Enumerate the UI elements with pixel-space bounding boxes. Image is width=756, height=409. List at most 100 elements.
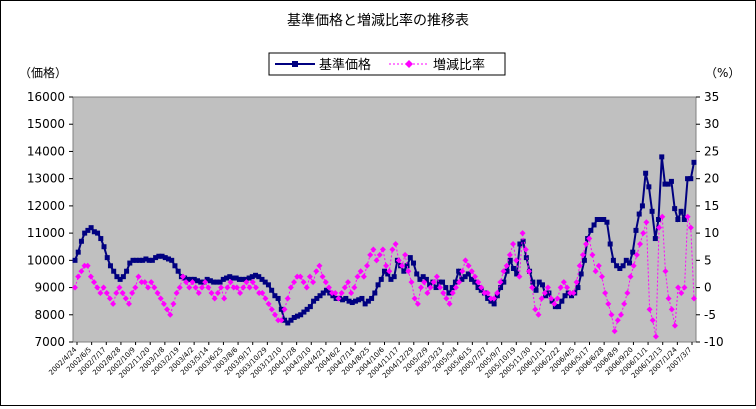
ratio-point xyxy=(516,273,523,280)
price-point xyxy=(514,271,520,277)
ratio-point xyxy=(338,290,345,296)
price-point xyxy=(127,260,133,266)
ratio-point xyxy=(351,284,358,291)
price-point xyxy=(95,230,101,236)
ratio-point xyxy=(284,295,291,302)
price-point xyxy=(282,317,288,323)
price-point xyxy=(369,295,375,301)
ratio-point xyxy=(240,284,247,291)
price-point xyxy=(391,274,397,280)
ratio-point xyxy=(141,279,148,286)
ratio-point xyxy=(72,284,78,291)
price-point xyxy=(330,293,336,299)
ratio-point xyxy=(316,262,323,269)
ratio-point xyxy=(611,328,618,335)
ratio-point xyxy=(427,284,434,291)
price-point xyxy=(459,276,465,282)
price-point xyxy=(411,260,417,266)
ratio-point xyxy=(630,262,637,269)
ratio-point xyxy=(281,306,288,313)
y-tick-label: 14000 xyxy=(27,144,65,158)
price-point xyxy=(75,249,81,255)
y-tick-label: 10000 xyxy=(27,253,65,267)
ratio-point xyxy=(484,290,491,296)
price-point xyxy=(456,268,462,274)
ratio-point xyxy=(595,262,602,269)
ratio-point xyxy=(608,311,615,318)
price-point xyxy=(211,279,217,285)
price-point xyxy=(275,295,281,301)
ratio-point xyxy=(671,322,678,329)
price-point xyxy=(539,282,545,288)
price-point xyxy=(82,230,88,236)
ratio-point xyxy=(262,295,269,302)
ratio-point xyxy=(81,262,88,269)
ratio-point xyxy=(662,268,669,275)
ratio-point xyxy=(167,311,174,318)
ratio-point xyxy=(573,279,580,286)
ratio-point xyxy=(471,273,478,280)
ratio-point xyxy=(646,306,653,313)
price-point xyxy=(343,295,349,301)
price-point xyxy=(475,285,481,291)
ratio-point xyxy=(691,295,697,302)
ratio-point xyxy=(268,306,275,313)
ratio-point xyxy=(675,284,682,291)
price-point xyxy=(568,293,574,299)
ratio-point xyxy=(125,300,132,307)
price-point xyxy=(520,238,526,244)
price-point xyxy=(291,315,297,320)
price-point xyxy=(623,257,629,263)
price-point xyxy=(301,309,307,315)
ratio-point xyxy=(294,273,301,280)
ratio-point xyxy=(418,284,425,291)
ratio-point xyxy=(291,279,298,286)
ratio-point xyxy=(687,224,694,231)
ratio-point xyxy=(303,284,310,291)
price-point xyxy=(169,257,175,263)
y2-axis-label: （%） xyxy=(705,66,740,80)
ratio-point xyxy=(300,279,307,286)
ratio-point xyxy=(421,279,428,286)
series-layer xyxy=(72,154,697,340)
price-point xyxy=(643,170,649,176)
price-point xyxy=(440,279,446,285)
price-point xyxy=(378,276,384,282)
ratio-point xyxy=(233,284,240,291)
ratio-point xyxy=(640,230,647,237)
ratio-point xyxy=(398,262,405,269)
ratio-point xyxy=(567,290,574,296)
ratio-point xyxy=(652,333,659,340)
price-point xyxy=(165,256,171,262)
ratio-point xyxy=(246,284,253,291)
ratio-point xyxy=(668,306,675,313)
y2-tick-label: -10 xyxy=(704,335,724,349)
ratio-point xyxy=(627,273,634,280)
price-point xyxy=(588,227,594,233)
y2-tick-label: 25 xyxy=(704,144,719,158)
ratio-point xyxy=(287,284,294,291)
ratio-point xyxy=(525,268,532,275)
ratio-point xyxy=(360,273,367,280)
ratio-point xyxy=(491,295,498,302)
price-point xyxy=(362,301,368,307)
price-point xyxy=(214,279,220,285)
price-point xyxy=(501,279,507,285)
ratio-point xyxy=(364,262,371,269)
ratio-point xyxy=(373,257,380,264)
ratio-point xyxy=(84,262,91,269)
price-point xyxy=(372,290,378,296)
price-point xyxy=(594,217,600,222)
price-point xyxy=(253,272,259,278)
price-point xyxy=(259,276,265,282)
ratio-point xyxy=(354,273,361,280)
price-point xyxy=(204,276,210,282)
price-point xyxy=(85,227,91,233)
ratio-point xyxy=(468,268,475,275)
ratio-point xyxy=(656,224,663,231)
price-point xyxy=(436,279,442,285)
price-point xyxy=(469,276,475,282)
ratio-point xyxy=(192,284,199,291)
price-point xyxy=(659,154,665,160)
